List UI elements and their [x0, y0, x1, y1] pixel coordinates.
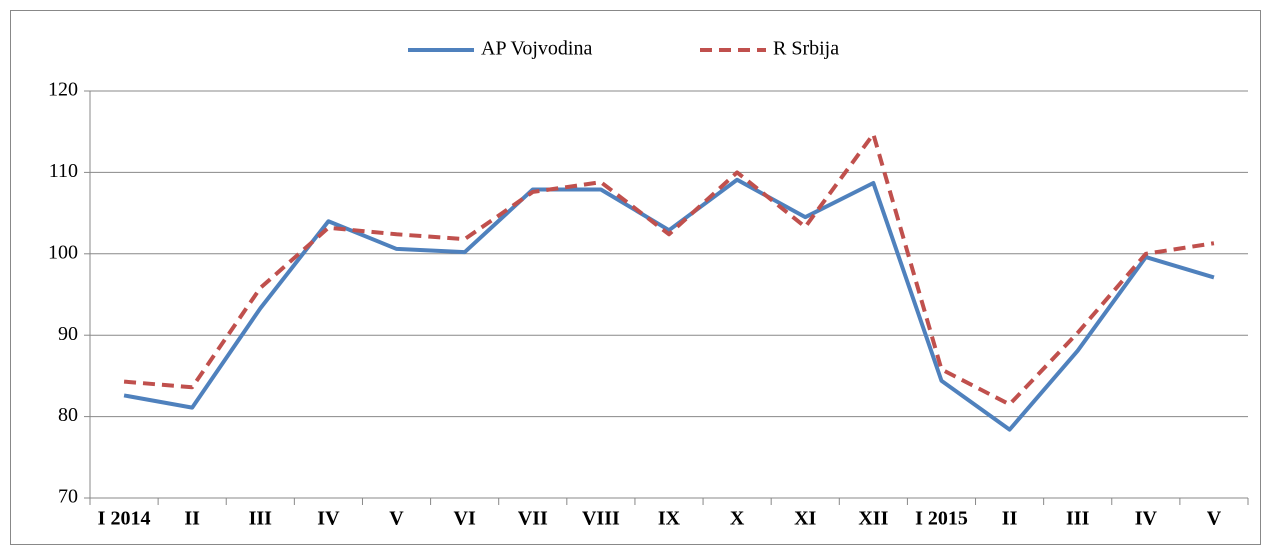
y-tick-label: 120	[48, 79, 78, 101]
x-tick-label: I 2015	[915, 508, 968, 530]
x-tick-label: IV	[1135, 508, 1158, 530]
x-tick-label: V	[1207, 508, 1222, 530]
x-tick-label: IX	[658, 508, 681, 530]
chart-frame	[10, 10, 1261, 545]
x-tick-label: XII	[858, 508, 888, 530]
series-line	[123, 132, 1215, 407]
y-tick-label: 110	[49, 160, 78, 182]
x-tick-label: VIII	[582, 508, 620, 530]
legend-label: AP Vojvodina	[481, 38, 592, 60]
x-tick-label: II	[1002, 508, 1018, 530]
x-tick-label: IV	[317, 508, 340, 530]
x-tick-label: VI	[454, 508, 476, 530]
y-tick-label: 100	[48, 241, 78, 263]
x-tick-label: I 2014	[98, 508, 151, 530]
x-tick-label: V	[389, 508, 404, 530]
x-tick-label: III	[1066, 508, 1090, 530]
x-tick-label: II	[184, 508, 200, 530]
y-tick-label: 70	[58, 486, 78, 508]
x-tick-label: III	[249, 508, 273, 530]
x-tick-label: XI	[794, 508, 816, 530]
y-tick-label: 80	[58, 404, 78, 426]
x-tick-label: VII	[518, 508, 548, 530]
y-tick-label: 90	[58, 323, 78, 345]
x-tick-label: X	[730, 508, 745, 530]
legend-label: R Srbija	[773, 38, 839, 60]
